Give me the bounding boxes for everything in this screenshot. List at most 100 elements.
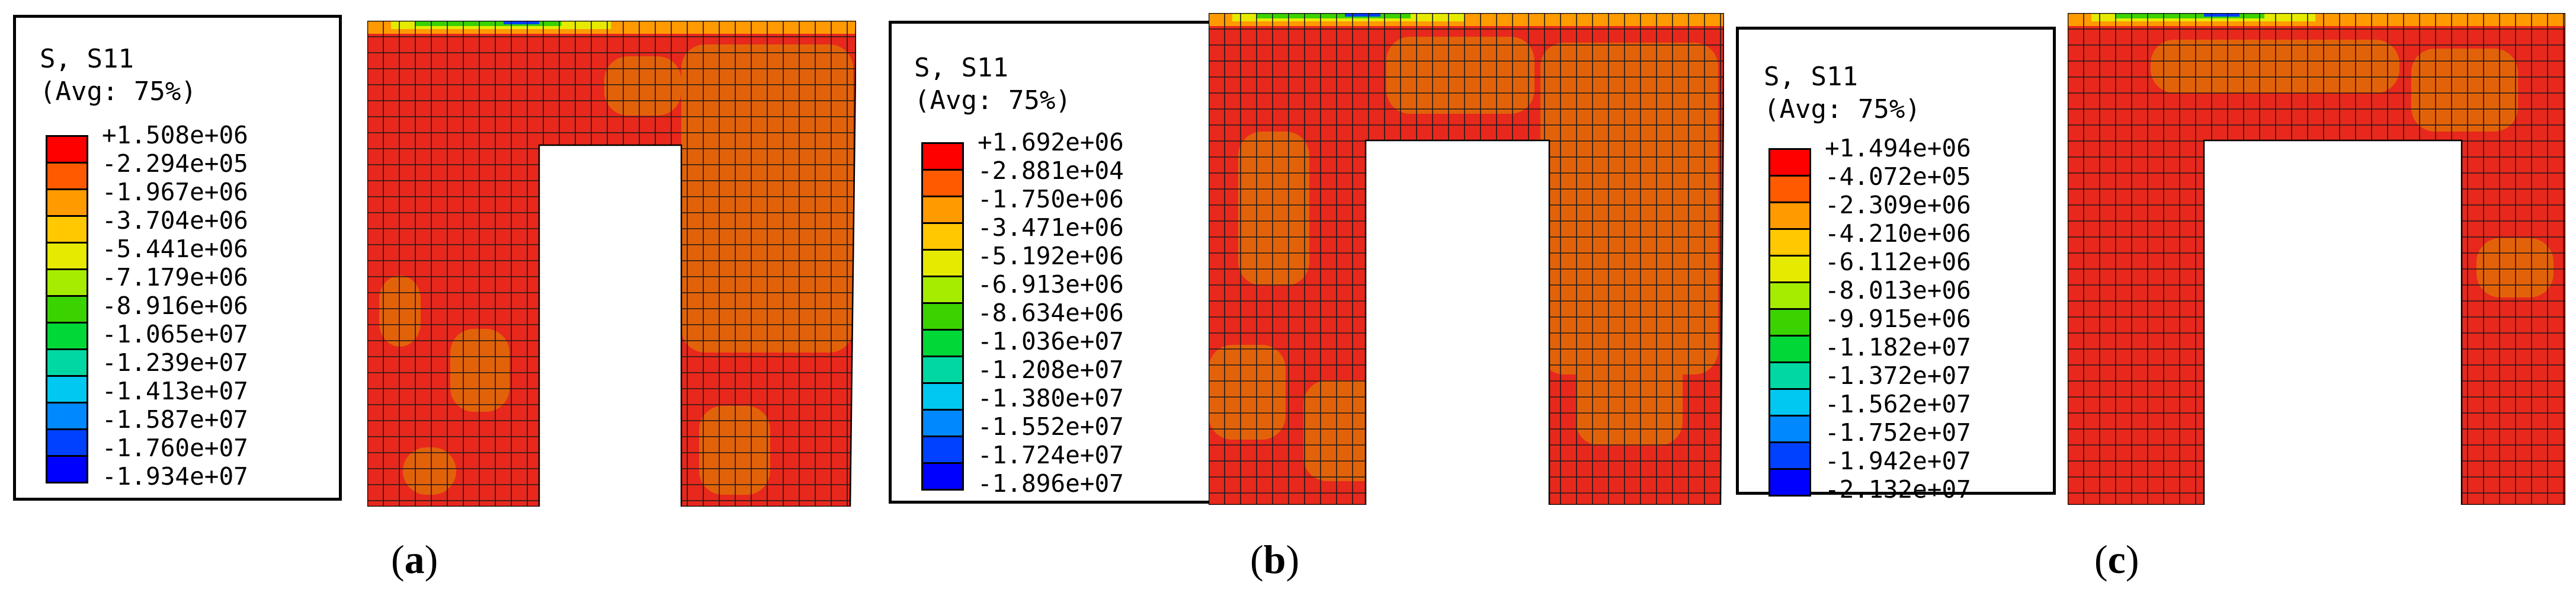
legend-value: +1.692e+06 — [978, 128, 1124, 156]
legend-value: -1.372e+07 — [1825, 361, 1971, 390]
color-bar-segment — [1770, 417, 1809, 443]
legend-value: -1.587e+07 — [102, 405, 248, 434]
legend-value: -5.441e+06 — [102, 235, 248, 263]
legend-value: -4.210e+06 — [1825, 219, 1971, 248]
legend-value: -1.562e+07 — [1825, 390, 1971, 418]
legend-title: S, S11 — [40, 44, 134, 74]
legend-value: -9.915e+06 — [1825, 305, 1971, 333]
legend-value: -2.132e+07 — [1825, 475, 1971, 504]
fe-model-c — [2068, 13, 2565, 505]
caption-c: (c) — [2094, 537, 2139, 582]
mesh-svg — [2068, 13, 2565, 505]
color-bar-segment — [923, 304, 962, 331]
color-bar-segment — [47, 217, 86, 244]
legend-value: -6.913e+06 — [978, 270, 1124, 299]
color-bar — [46, 135, 88, 483]
color-bar-segment — [47, 270, 86, 297]
legend-value: -1.942e+07 — [1825, 447, 1971, 475]
legend-value: -6.112e+06 — [1825, 248, 1971, 276]
panel-a: S, S11 (Avg: 75%) +1.508e+06 -2.294e+05 … — [0, 0, 865, 602]
color-bar-segment — [1770, 470, 1809, 497]
color-bar-segment — [923, 357, 962, 384]
legend-value: -1.380e+07 — [978, 384, 1124, 412]
color-bar-segment — [1770, 150, 1809, 177]
color-bar-segment — [47, 350, 86, 377]
mesh-svg — [367, 21, 856, 507]
legend-value: -1.036e+07 — [978, 327, 1124, 356]
legend-value: -1.413e+07 — [102, 377, 248, 405]
legend-value: -1.760e+07 — [102, 434, 248, 462]
legend-value: -1.208e+07 — [978, 356, 1124, 384]
legend-value: -3.704e+06 — [102, 206, 248, 235]
caption-a: (a) — [391, 537, 438, 582]
color-bar-segment — [47, 430, 86, 457]
legend-title: S, S11 — [1764, 62, 1858, 92]
color-bar-segment — [923, 384, 962, 411]
legend-value: -2.309e+06 — [1825, 191, 1971, 219]
color-bar-segment — [923, 277, 962, 304]
color-bar-segment — [923, 251, 962, 277]
color-bar-segment — [923, 437, 962, 464]
legend-value: -7.179e+06 — [102, 263, 248, 292]
legend-c: S, S11 (Avg: 75%) +1.494e+06 -4.072e+05 … — [1736, 27, 2056, 503]
legend-value: -8.916e+06 — [102, 292, 248, 320]
color-bar — [921, 142, 964, 491]
panel-c: S, S11 (Avg: 75%) +1.494e+06 -4.072e+05 … — [1730, 0, 2576, 602]
color-bar-segment — [47, 190, 86, 217]
fe-model-b — [1209, 13, 1724, 505]
color-bar-segment — [1770, 337, 1809, 363]
legend-value: +1.494e+06 — [1825, 134, 1971, 162]
color-bar-segment — [923, 224, 962, 251]
legend-value: +1.508e+06 — [102, 121, 248, 149]
legend-value: -1.552e+07 — [978, 412, 1124, 441]
color-bar-segment — [923, 464, 962, 491]
panel-b: S, S11 (Avg: 75%) +1.692e+06 -2.881e+04 … — [883, 0, 1748, 602]
legend-value: -1.967e+06 — [102, 178, 248, 206]
legend-value: -2.294e+05 — [102, 149, 248, 178]
color-bar-segment — [923, 197, 962, 224]
color-bar-segment — [1770, 443, 1809, 470]
color-bar-segment — [1770, 177, 1809, 203]
color-bar-segment — [1770, 310, 1809, 337]
legend-value: -1.896e+07 — [978, 469, 1124, 498]
legend-value: -1.239e+07 — [102, 348, 248, 377]
color-bar-segment — [923, 144, 962, 171]
legend-value: -8.013e+06 — [1825, 276, 1971, 305]
color-bar-segment — [923, 331, 962, 357]
color-bar-segment — [1770, 230, 1809, 257]
legend-value: -1.934e+07 — [102, 462, 248, 491]
color-bar-segment — [47, 324, 86, 350]
color-bar-segment — [47, 377, 86, 404]
color-bar-segment — [923, 171, 962, 197]
color-bar-segment — [923, 411, 962, 437]
mesh-svg — [1209, 13, 1724, 505]
legend-avg: (Avg: 75%) — [914, 85, 1071, 116]
legend-value: -4.072e+05 — [1825, 162, 1971, 191]
color-bar-segment — [47, 404, 86, 430]
color-bar-segment — [47, 297, 86, 324]
color-bar-segment — [47, 164, 86, 190]
caption-b: (b) — [1250, 537, 1300, 582]
legend-value: -1.182e+07 — [1825, 333, 1971, 361]
legend-avg: (Avg: 75%) — [40, 76, 197, 107]
legend-b: S, S11 (Avg: 75%) +1.692e+06 -2.881e+04 … — [889, 21, 1212, 504]
legend-avg: (Avg: 75%) — [1764, 94, 1921, 124]
color-bar-segment — [1770, 283, 1809, 310]
color-bar-segment — [1770, 390, 1809, 417]
color-bar — [1768, 148, 1811, 497]
legend-value: -1.065e+07 — [102, 320, 248, 348]
legend-value: -8.634e+06 — [978, 299, 1124, 327]
fe-model-a — [367, 21, 856, 507]
legend-value: -2.881e+04 — [978, 156, 1124, 185]
legend-value: -1.752e+07 — [1825, 418, 1971, 447]
legend-value: -3.471e+06 — [978, 213, 1124, 242]
color-bar-segment — [1770, 257, 1809, 283]
color-bar-segment — [47, 137, 86, 164]
legend-title: S, S11 — [914, 53, 1008, 83]
color-bar-segment — [47, 244, 86, 270]
legend-a: S, S11 (Avg: 75%) +1.508e+06 -2.294e+05 … — [13, 15, 342, 501]
color-bar-segment — [1770, 363, 1809, 390]
legend-value: -5.192e+06 — [978, 242, 1124, 270]
color-bar-segment — [47, 457, 86, 483]
color-bar-segment — [1770, 203, 1809, 230]
